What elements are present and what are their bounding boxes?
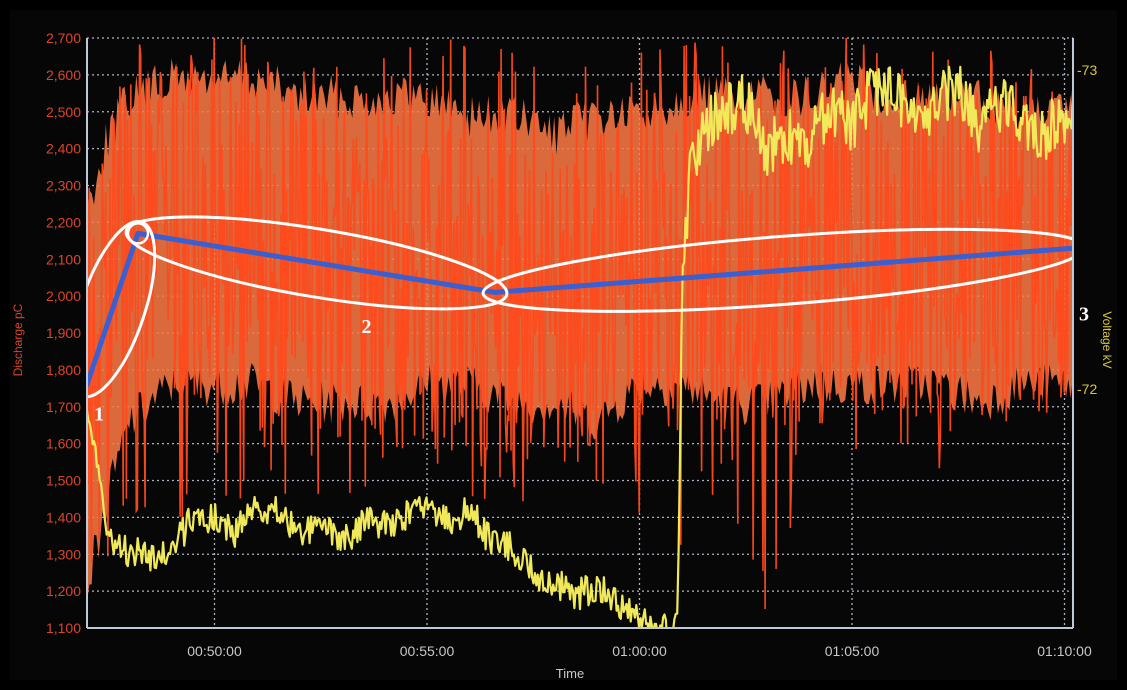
segment-ellipse xyxy=(481,227,1073,313)
y-left-tick-label: 2,200 xyxy=(46,214,81,230)
annotation-layer xyxy=(87,215,1073,399)
y-left-tick-label: 1,200 xyxy=(46,583,81,599)
trend-line xyxy=(87,230,1073,388)
y-left-tick-label: 2,500 xyxy=(46,104,81,120)
voltage-line xyxy=(87,65,1073,628)
x-tick-label: 01:00:00 xyxy=(612,643,667,659)
x-tick-label: 00:55:00 xyxy=(400,643,455,659)
y-left-tick-label: 1,600 xyxy=(46,436,81,452)
y-left-tick-label: 1,300 xyxy=(46,546,81,562)
segment-label: 3 xyxy=(1079,303,1089,325)
segment-ellipse xyxy=(124,215,509,311)
y-left-tick-label: 2,100 xyxy=(46,251,81,267)
y-left-tick-label: 2,000 xyxy=(46,288,81,304)
y-left-tick-label: 1,800 xyxy=(46,362,81,378)
y-left-tick-label: 1,400 xyxy=(46,509,81,525)
voltage-series xyxy=(87,65,1073,628)
y-left-tick-label: 1,100 xyxy=(46,620,81,636)
y-right-ticks: -72 -73 xyxy=(1077,62,1097,397)
y-left-ticks: 1,100 1,200 1,300 1,400 1,500 1,600 1,700 1,800… xyxy=(46,30,81,636)
y-left-axis-label: Discharge pC xyxy=(11,303,25,376)
segment-label: 2 xyxy=(362,316,372,338)
x-tick-label: 01:10:00 xyxy=(1037,643,1092,659)
x-tick-label: 01:05:00 xyxy=(825,643,880,659)
x-axis-label: Time xyxy=(556,666,584,680)
y-left-tick-label: 2,400 xyxy=(46,141,81,157)
segment-label: 1 xyxy=(94,404,104,426)
y-right-tick-label: -72 xyxy=(1077,381,1097,397)
chart-svg: 1,100 1,200 1,300 1,400 1,500 1,600 1,700 1,800… xyxy=(11,30,1114,680)
y-left-tick-label: 2,600 xyxy=(46,67,81,83)
y-left-tick-label: 1,500 xyxy=(46,473,81,489)
y-left-tick-label: 2,700 xyxy=(46,30,81,46)
y-right-axis-label: Voltage kV xyxy=(1100,311,1114,368)
segment-labels: 1 2 3 xyxy=(94,303,1089,425)
y-right-tick-label: -73 xyxy=(1077,62,1097,78)
y-left-tick-label: 2,300 xyxy=(46,178,81,194)
y-left-tick-label: 1,700 xyxy=(46,399,81,415)
x-ticks: 00:50:00 00:55:00 01:00:00 01:05:00 01:10:00 xyxy=(187,643,1092,659)
y-left-tick-label: 1,900 xyxy=(46,325,81,341)
vertex-marker xyxy=(126,222,150,245)
x-tick-label: 00:50:00 xyxy=(187,643,242,659)
